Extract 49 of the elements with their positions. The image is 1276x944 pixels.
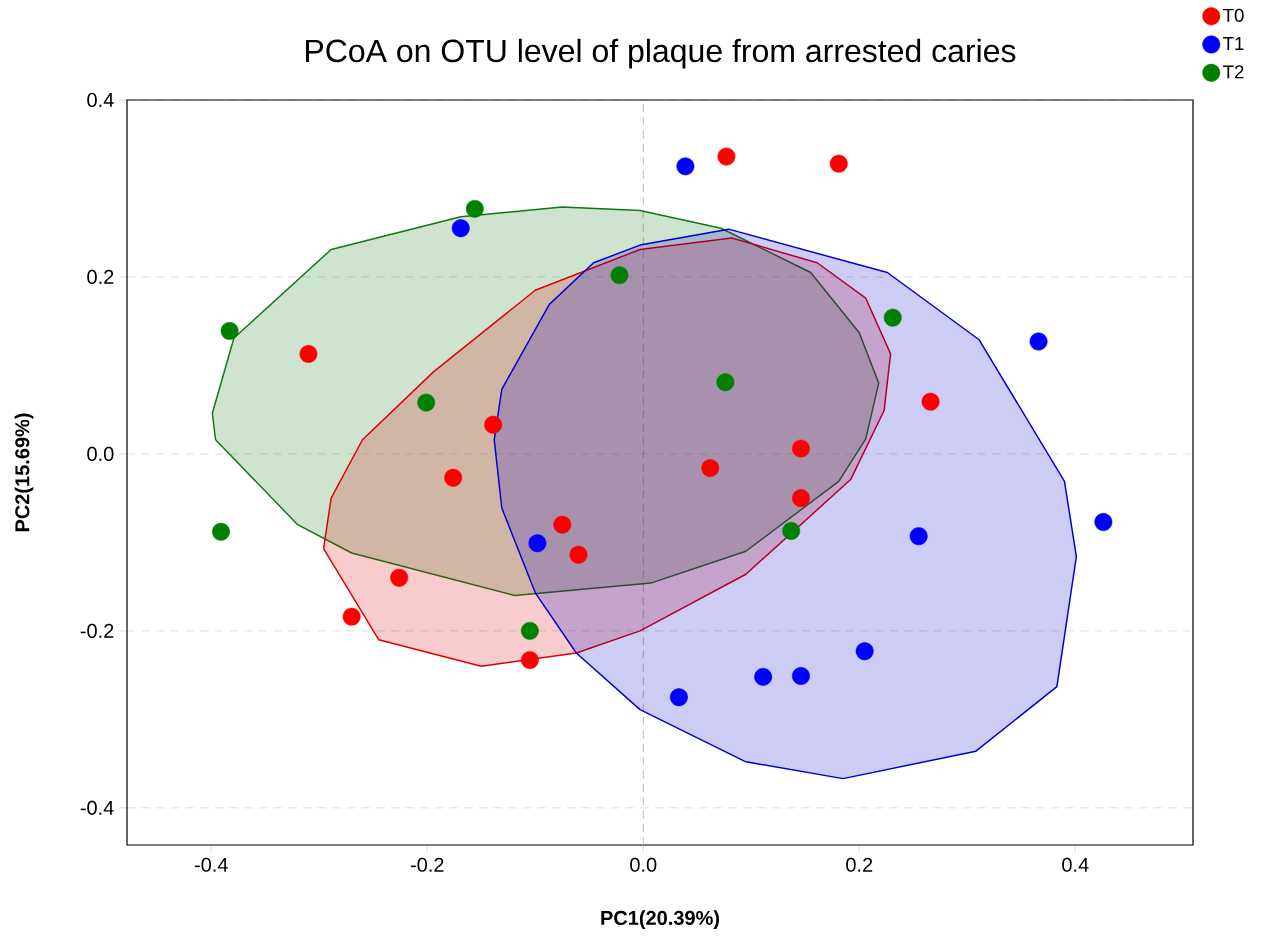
x-tick-label: 0.2 <box>846 857 873 872</box>
y-tick-label: -0.4 <box>80 800 114 815</box>
point <box>782 521 801 540</box>
legend-label: T2 <box>1223 65 1244 79</box>
x-tick-label: 0.4 <box>1062 857 1089 872</box>
point <box>569 545 588 564</box>
y-axis-title: PC2(15.69%) <box>14 413 34 532</box>
point <box>717 147 736 166</box>
x-axis-title: PC1(20.39%) <box>601 910 720 929</box>
point <box>792 489 810 508</box>
y-tick-label: 0.2 <box>87 269 114 285</box>
point <box>520 651 539 669</box>
point <box>701 459 720 477</box>
point <box>792 439 810 458</box>
chart-title: PCoA on OTU level of plaque from arrested caries <box>306 38 1016 69</box>
y-tick-label: 0.0 <box>87 446 114 461</box>
y-tick-label: -0.2 <box>80 623 114 638</box>
x-tick-label: -0.4 <box>194 857 228 872</box>
point <box>299 344 318 363</box>
point <box>829 154 848 173</box>
point <box>212 522 230 541</box>
point <box>1029 332 1048 351</box>
point <box>754 667 773 686</box>
x-tick-label: -0.2 <box>410 857 444 872</box>
point <box>716 373 735 392</box>
point <box>465 199 484 218</box>
y-tick-label: 0.4 <box>87 92 114 108</box>
point <box>417 393 436 412</box>
point <box>1094 513 1113 531</box>
point <box>676 157 695 176</box>
point <box>610 266 629 285</box>
legend-label: T1 <box>1223 37 1244 50</box>
legend-label: T0 <box>1223 8 1244 22</box>
point <box>444 468 463 487</box>
point <box>342 607 361 626</box>
point <box>390 568 409 587</box>
point <box>883 308 902 327</box>
point <box>909 527 928 546</box>
x-tick-label: 0.0 <box>630 857 657 872</box>
point <box>220 321 239 340</box>
point <box>921 392 940 411</box>
point <box>520 621 539 640</box>
point <box>669 688 688 707</box>
point <box>484 415 503 434</box>
point <box>792 667 810 685</box>
point <box>528 534 547 553</box>
point <box>451 219 470 238</box>
point <box>855 642 874 661</box>
point <box>553 515 572 534</box>
